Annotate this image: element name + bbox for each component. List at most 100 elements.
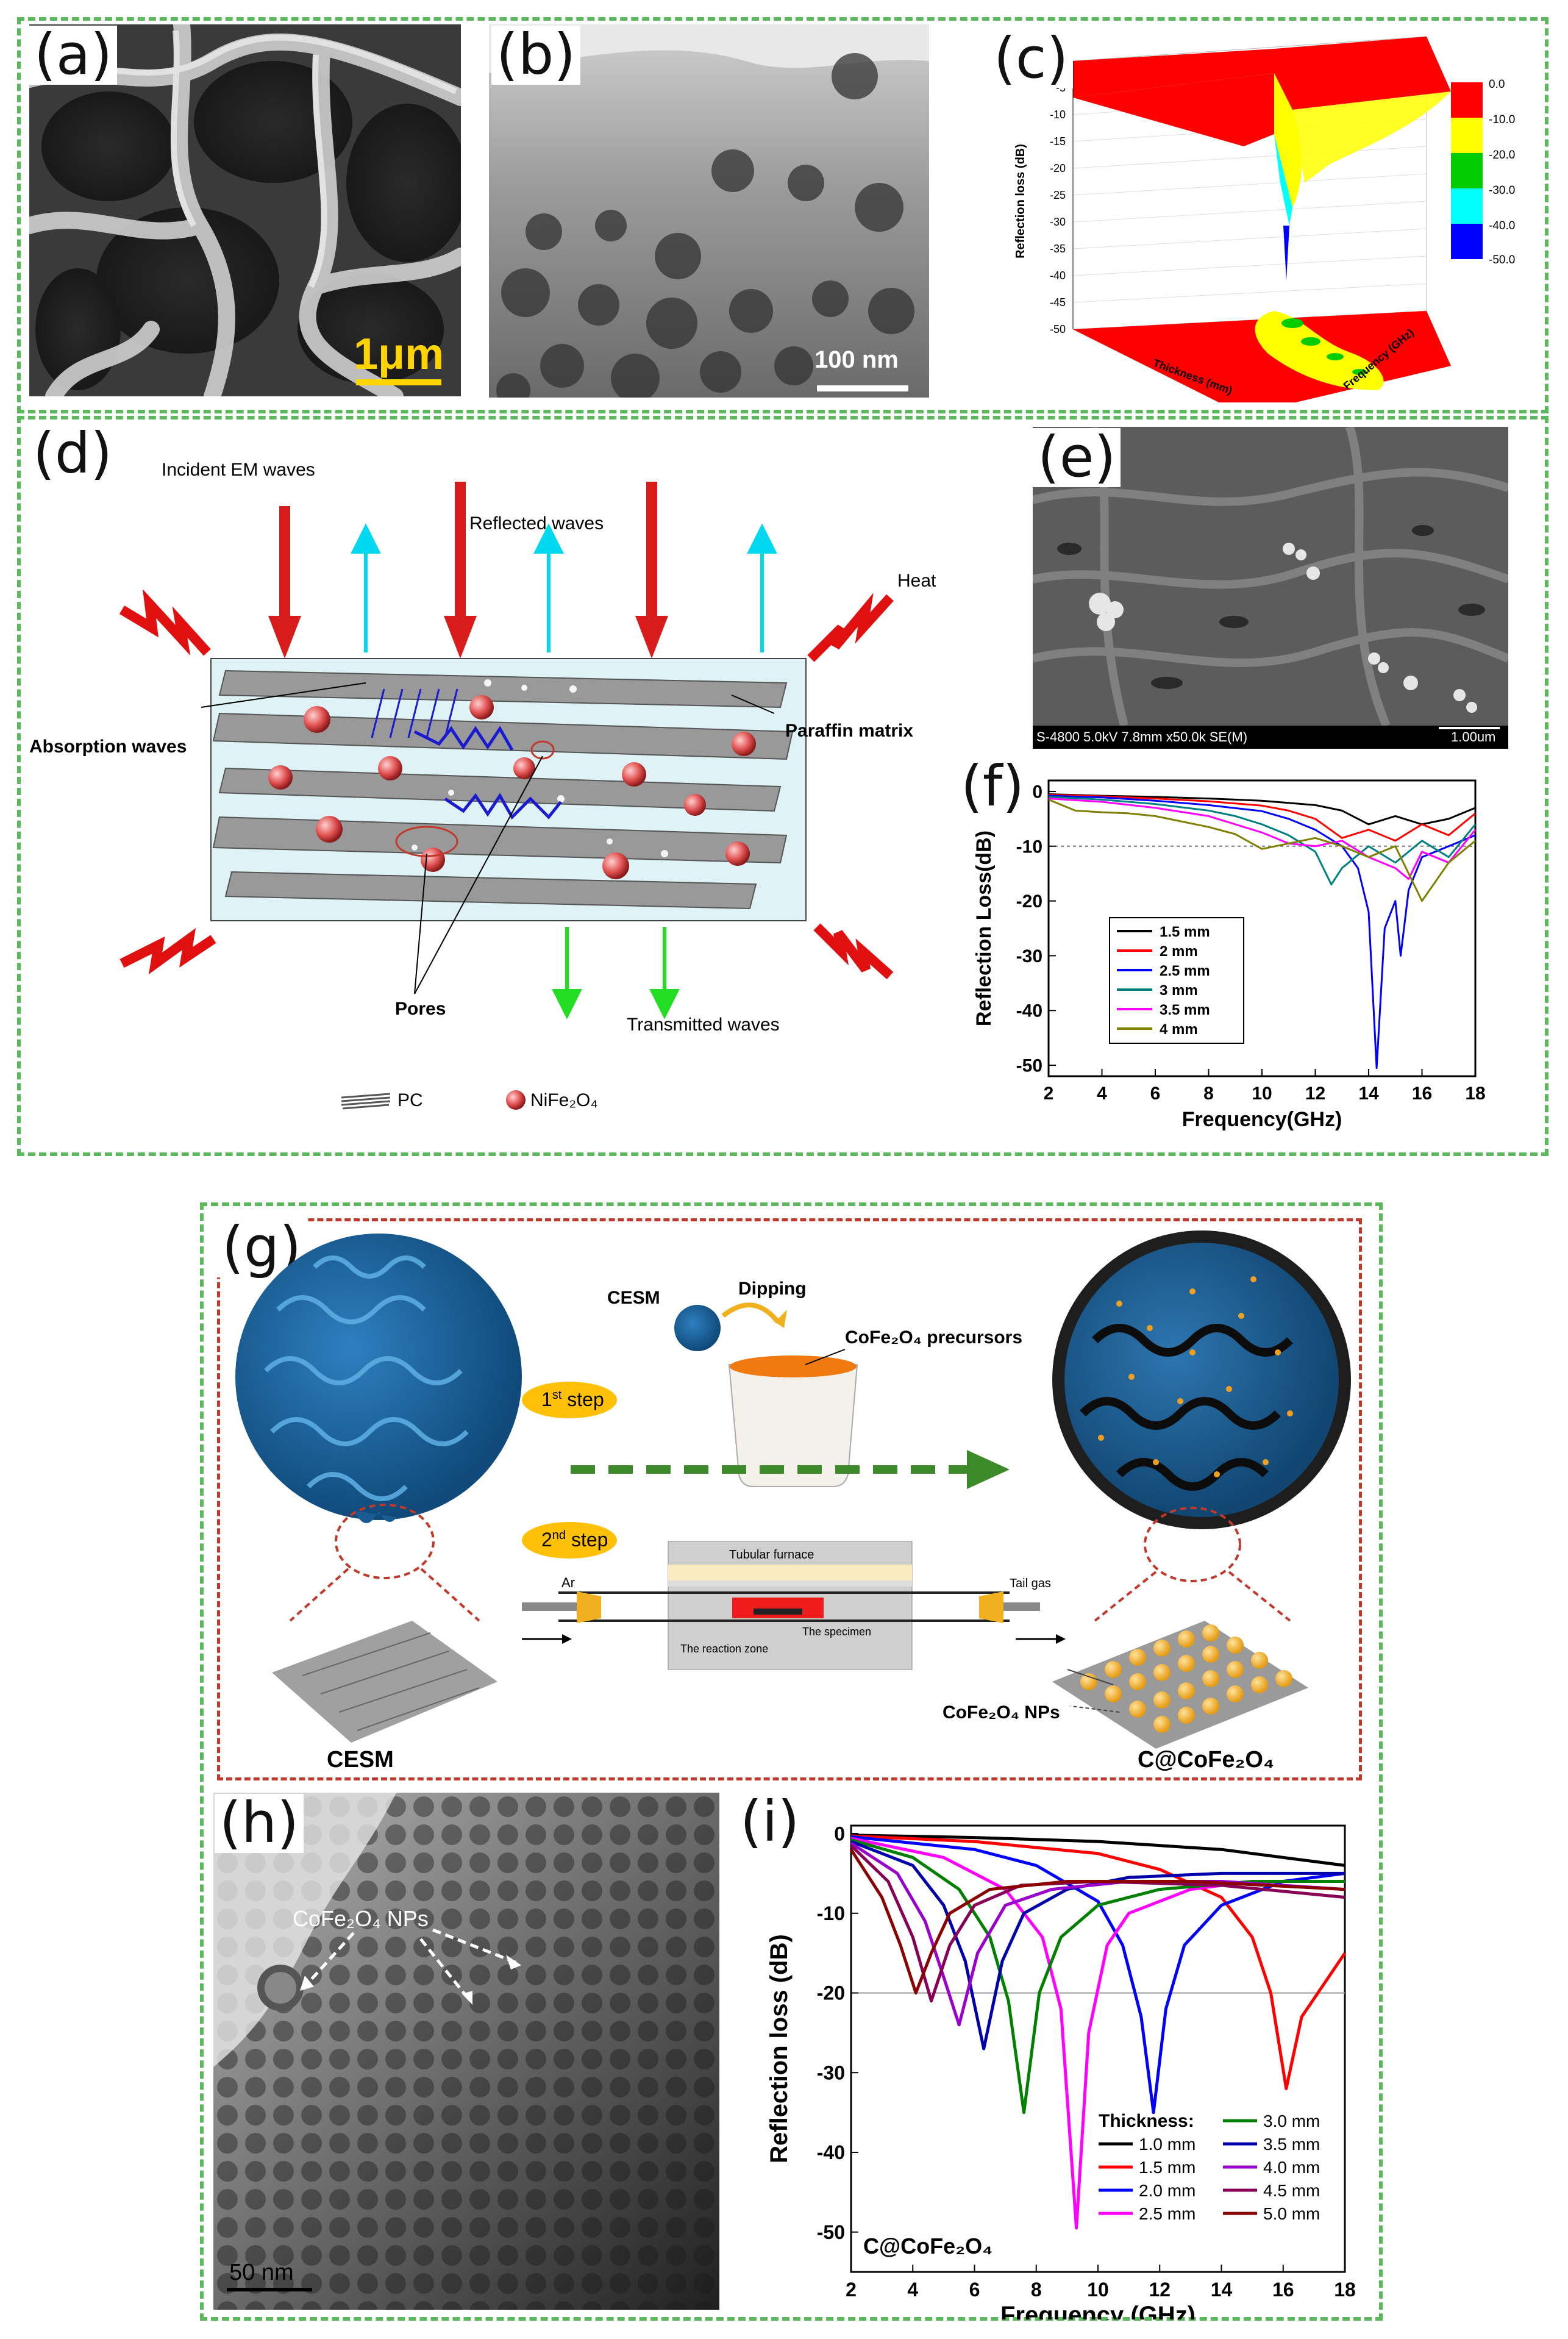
frame-g xyxy=(217,1218,1362,1780)
scale-text-e: 1.00um xyxy=(1451,729,1496,745)
panel-label-f: (f) xyxy=(956,757,1030,816)
frame-bottom xyxy=(200,1202,1383,2321)
y-tick-label: -30 xyxy=(817,2062,845,2084)
chart-c-3d: 0 -5 -10 -15 -20 -25 -30 -35 -40 -45 -50… xyxy=(988,24,1536,415)
inset-label-i: C@CoFe₂O₄ xyxy=(863,2234,992,2259)
x-tick-label: 8 xyxy=(1031,2279,1042,2301)
legend-entry: 5.0 mm xyxy=(1263,2204,1320,2223)
panel-label-a: (a) xyxy=(29,25,118,85)
legend-entry: 2 mm xyxy=(1160,943,1198,960)
d-legend-pc: PC xyxy=(397,1090,423,1110)
tem-image-b xyxy=(489,24,929,398)
x-tick-label: 6 xyxy=(969,2279,980,2301)
g-precursors-label: CoFe₂O₄ precursors xyxy=(845,1327,1022,1348)
x-tick-label: 10 xyxy=(1252,1084,1272,1104)
scale-bar-e xyxy=(1439,727,1500,729)
c-ytick: -20 xyxy=(1050,162,1066,174)
diagram-g-svg: CESM Dipping CoFe₂O₄ precursors 1st step… xyxy=(235,1230,1351,1773)
series-line-1.5-mm xyxy=(1048,793,1476,826)
x-tick-label: 18 xyxy=(1465,1084,1485,1104)
g-step1-label: 1st step xyxy=(541,1388,604,1410)
scale-text-a: 1μm xyxy=(354,330,444,379)
x-tick-label: 4 xyxy=(1097,1084,1107,1104)
series-line-2.5-mm xyxy=(850,1837,1345,2230)
chart-i: 2 4 6 8 10 12 14 16 18 0 -10 -20 -30 -40 -50 Frequency … xyxy=(766,1823,1356,2319)
series-line-1.0-mm xyxy=(850,1834,1345,1867)
tem-texture-h xyxy=(213,1793,719,2310)
c-legend-label: -20.0 xyxy=(1489,149,1515,162)
x-tick-label: 2 xyxy=(1044,1084,1054,1104)
series-line-3.5-mm xyxy=(850,1840,1345,2051)
legend-entry: 3.5 mm xyxy=(1263,2135,1320,2154)
sem-info-e: S-4800 5.0kV 7.8mm x50.0k SE(M) xyxy=(1036,729,1248,745)
y-tick-label: -10 xyxy=(1016,837,1042,857)
legend-entry: 2.0 mm xyxy=(1139,2181,1196,2200)
c-ytick: -30 xyxy=(1050,216,1066,228)
legend-entry: 3 mm xyxy=(1160,982,1198,999)
legend-box-f xyxy=(1109,917,1244,1044)
y-tick-label: -30 xyxy=(1016,946,1042,966)
series-line-2.5-mm xyxy=(1048,795,1476,1069)
d-pores-label: Pores xyxy=(395,999,446,1019)
g-step2-label: 2nd step xyxy=(541,1529,608,1551)
x-tick-label: 8 xyxy=(1203,1084,1214,1104)
scale-bar-a xyxy=(356,379,441,385)
frame-middle xyxy=(17,416,1548,1156)
panel-label-i: (i) xyxy=(735,1792,805,1852)
x-axis-label: Frequency(GHz) xyxy=(1182,1108,1342,1131)
chart-c-legend: 0.0 -10.0 -20.0 -30.0 -40.0 -50.0 xyxy=(1451,78,1515,266)
panel-label-b: (b) xyxy=(491,25,581,85)
sem-image-a xyxy=(29,24,461,396)
legend-entry: 4.0 mm xyxy=(1263,2158,1320,2177)
g-cesm-small-label: CESM xyxy=(607,1288,660,1308)
d-reflected-label: Reflected waves xyxy=(469,513,604,534)
chart-c-ylabel: Reflection loss (dB) xyxy=(1014,144,1027,259)
c-ytick: -50 xyxy=(1050,323,1066,335)
tem-texture-b xyxy=(489,24,929,398)
chart-c-svg: 0 -5 -10 -15 -20 -25 -30 -35 -40 -45 -50… xyxy=(1014,36,1515,415)
c-legend-label: -50.0 xyxy=(1489,254,1515,266)
d-heat-label: Heat xyxy=(897,571,936,591)
diagram-d-svg: Incident EM waves Reflected waves Heat A… xyxy=(29,460,936,1110)
x-tick-label: 10 xyxy=(1087,2279,1109,2301)
c-ytick: -40 xyxy=(1050,270,1066,282)
g-product-label: C@CoFe₂O₄ xyxy=(1138,1747,1274,1773)
legend-entry: 1.0 mm xyxy=(1139,2135,1196,2154)
g-reaction-zone-label: The reaction zone xyxy=(680,1643,768,1655)
legend-entry: 4.5 mm xyxy=(1263,2181,1320,2200)
series-line-2.0-mm xyxy=(850,1835,1345,2115)
chart-f: 2 4 6 8 10 12 14 16 18 0 -10 -20 -30 -40 -50 Frequency(… xyxy=(972,779,1486,1131)
d-transmitted-label: Transmitted waves xyxy=(627,1015,780,1035)
series-line-1.5-mm xyxy=(850,1834,1347,2090)
c-legend-label: 0.0 xyxy=(1489,78,1505,91)
panel-label-d: (d) xyxy=(28,424,118,484)
diagram-g: CESM Dipping CoFe₂O₄ precursors 1st step… xyxy=(217,1218,1362,1780)
y-tick-label: 0 xyxy=(1032,782,1042,802)
series-line-4-mm xyxy=(1048,799,1476,902)
panel-label-e: (e) xyxy=(1033,427,1121,487)
d-incident-label: Incident EM waves xyxy=(162,460,315,480)
diagram-d: Incident EM waves Reflected waves Heat A… xyxy=(24,427,975,1146)
g-furnace-label: Tubular furnace xyxy=(729,1548,814,1562)
g-tailgas-label: Tail gas xyxy=(1010,1577,1051,1590)
series-line-3.5-mm xyxy=(1048,798,1477,880)
c-legend-label: -10.0 xyxy=(1489,113,1515,126)
legend-entry: 2.5 mm xyxy=(1139,2204,1196,2223)
x-tick-label: 6 xyxy=(1150,1084,1161,1104)
chart-c-yticks: 0 -5 -10 -15 -20 -25 -30 -35 -40 -45 -50 xyxy=(1050,55,1066,335)
c-legend-label: -40.0 xyxy=(1489,220,1515,232)
series-line-5.0-mm xyxy=(849,1848,1345,1994)
y-axis-label: Reflection loss (dB) xyxy=(766,1934,793,2163)
y-tick-label: -10 xyxy=(817,1902,845,1924)
legend-entry: 1.5 mm xyxy=(1139,2158,1196,2177)
panel-label-c: (c) xyxy=(989,29,1074,88)
legend-entry: 2.5 mm xyxy=(1160,963,1210,979)
x-axis-label: Frequency (GHz) xyxy=(1000,2302,1196,2319)
x-tick-label: 14 xyxy=(1358,1084,1379,1104)
g-ar-label: Ar xyxy=(561,1575,575,1590)
y-tick-label: -20 xyxy=(1016,891,1042,912)
legend-entry: 3.0 mm xyxy=(1263,2112,1320,2130)
c-ytick: -45 xyxy=(1050,296,1066,309)
tem-image-h xyxy=(213,1793,719,2310)
c-ytick: -10 xyxy=(1050,109,1066,121)
